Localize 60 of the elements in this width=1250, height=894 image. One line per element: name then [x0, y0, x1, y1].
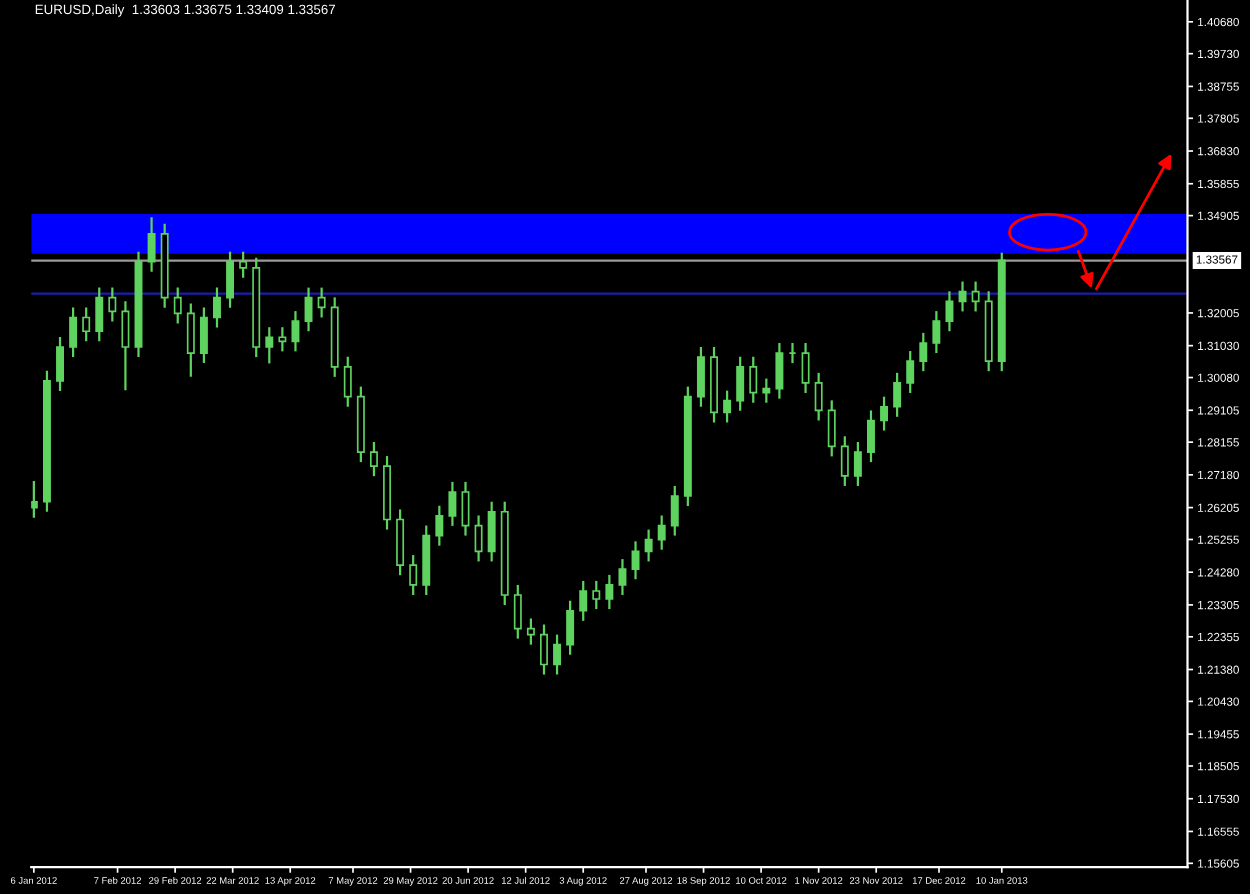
candlestick [474, 514, 483, 563]
candlestick [513, 583, 522, 640]
candlestick [618, 557, 627, 597]
candlestick [814, 371, 823, 422]
candlestick [369, 440, 378, 478]
candlestick [317, 286, 326, 319]
candlestick [893, 371, 902, 418]
candlestick [69, 306, 78, 359]
candlestick [696, 345, 705, 408]
candlestick [540, 623, 548, 676]
candlestick [291, 309, 300, 353]
candlestick [605, 573, 614, 611]
candlestick [226, 250, 235, 309]
candlestick [749, 355, 758, 404]
candlestick [827, 399, 836, 458]
candlestick [775, 341, 784, 400]
candlestick [409, 553, 418, 597]
candlestick [906, 349, 915, 395]
candlestick [396, 508, 405, 577]
candlestick [866, 409, 875, 464]
candlestick [579, 579, 588, 622]
candlestick [343, 355, 352, 408]
candlestick [56, 335, 64, 393]
candlestick [487, 500, 496, 563]
candlestick [840, 435, 849, 488]
candlestick [199, 306, 208, 365]
candlestick [239, 250, 248, 279]
candlestick [304, 286, 313, 333]
candlestick [736, 355, 745, 412]
candlestick [173, 286, 182, 325]
candlestick [108, 286, 117, 323]
candlestick [919, 331, 928, 373]
candlestick [801, 341, 810, 395]
candlestick [278, 326, 287, 353]
candlestick [82, 306, 91, 343]
candlestick [95, 286, 104, 343]
candlestick [880, 395, 889, 432]
candlestick [631, 540, 640, 581]
candlestick [526, 617, 535, 646]
candlestick [147, 216, 156, 273]
candlestick [971, 280, 980, 313]
candlestick [186, 302, 195, 378]
candlestick [592, 579, 601, 611]
candlestick [121, 300, 130, 392]
candlestick [762, 377, 771, 404]
candlestick [932, 309, 941, 355]
candlestick [657, 514, 666, 551]
candlestick [553, 633, 562, 676]
candlestick [213, 286, 221, 329]
candlestick [448, 480, 457, 527]
candlestick [670, 484, 679, 537]
candlestick [435, 504, 444, 547]
candlestick [31, 479, 38, 519]
candlestick [265, 326, 274, 365]
candlestick [723, 389, 732, 424]
candlestick [945, 290, 954, 333]
candlestick [644, 528, 653, 563]
candlestick [566, 599, 575, 656]
candlestick [958, 280, 967, 313]
candlestick [853, 440, 862, 488]
